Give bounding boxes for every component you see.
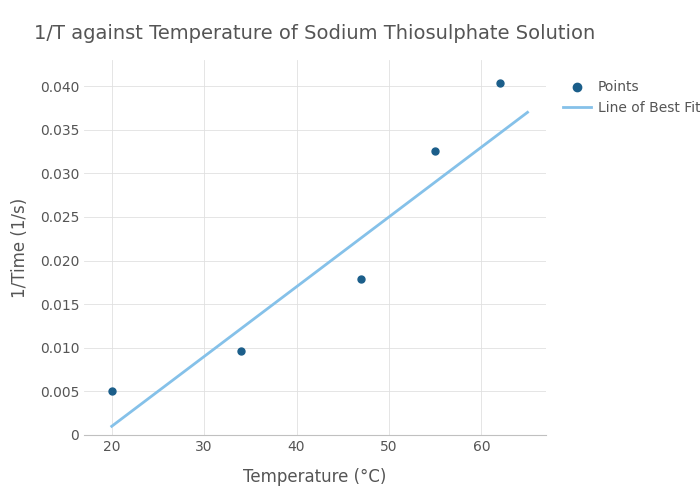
Points <box>430 146 441 154</box>
X-axis label: Temperature (°C): Temperature (°C) <box>244 468 386 486</box>
Points <box>235 348 246 356</box>
Legend: Points, Line of Best Fit: Points, Line of Best Fit <box>558 74 700 120</box>
Points <box>356 275 367 283</box>
Title: 1/T against Temperature of Sodium Thiosulphate Solution: 1/T against Temperature of Sodium Thiosu… <box>34 24 596 43</box>
Y-axis label: 1/Time (1/s): 1/Time (1/s) <box>10 198 29 298</box>
Points <box>106 388 118 396</box>
Points <box>494 78 505 86</box>
